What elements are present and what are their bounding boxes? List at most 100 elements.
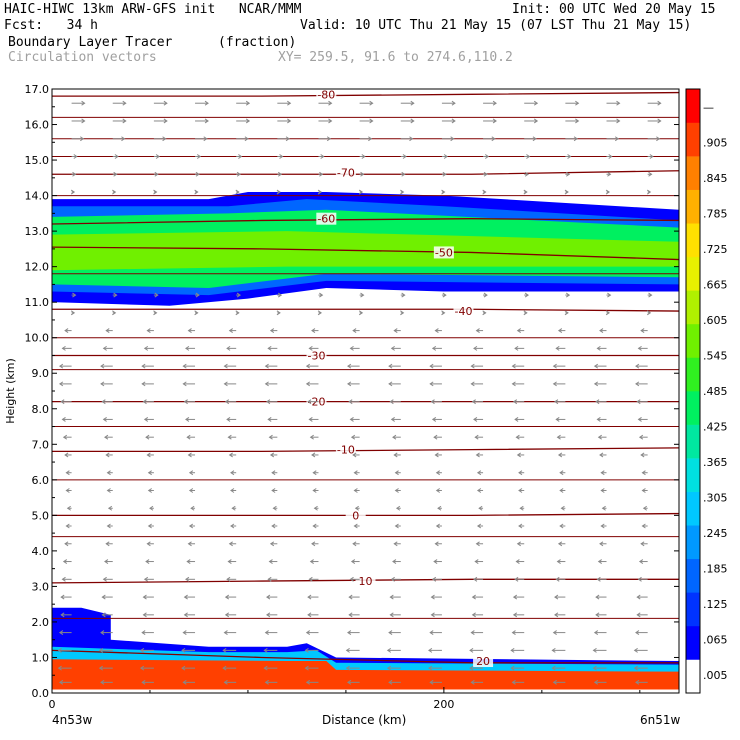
vector-head <box>326 136 332 142</box>
vector-head <box>470 630 475 636</box>
y-tick-label: 14.0 <box>25 190 50 203</box>
colorbar-label: .845 <box>703 172 728 185</box>
vector-head <box>596 576 601 582</box>
vector-head <box>635 363 640 369</box>
vector-head <box>608 154 613 159</box>
vector-head <box>181 665 186 671</box>
vector-head <box>450 136 455 142</box>
vector-head <box>66 505 71 511</box>
vector-head <box>276 189 281 195</box>
vector-head <box>475 452 480 458</box>
vector-head <box>185 576 190 582</box>
vector-head <box>146 328 151 334</box>
vector-head <box>203 136 208 142</box>
vector-head <box>597 434 602 440</box>
vector-head <box>224 612 230 618</box>
vector-head <box>393 541 398 547</box>
vector-head <box>279 154 284 159</box>
vector-head <box>100 381 105 387</box>
vector-head <box>388 630 393 636</box>
vector-head <box>230 523 235 529</box>
vector-head <box>141 679 146 685</box>
vector-head <box>601 505 606 511</box>
vector-head <box>641 470 646 476</box>
y-tick-label: 1.0 <box>32 651 50 664</box>
vector-head <box>146 452 151 458</box>
vector-head <box>226 345 231 351</box>
colorbar-label: .245 <box>703 527 728 540</box>
vector-head <box>636 399 641 405</box>
vector-head <box>163 100 168 106</box>
vector-head <box>347 679 352 685</box>
vector-head <box>592 665 597 671</box>
vector-head <box>646 310 652 316</box>
vector-head <box>264 630 269 636</box>
vector-head <box>61 417 66 422</box>
vector-head <box>429 630 434 636</box>
vector-head <box>62 434 68 440</box>
vector-head <box>430 399 435 405</box>
vector-head <box>401 292 406 298</box>
vector-head <box>614 136 620 142</box>
vector-head <box>105 452 110 458</box>
y-tick-label: 2.0 <box>32 616 50 629</box>
vector-head <box>392 434 397 440</box>
vector-head <box>186 434 191 440</box>
vector-head <box>434 541 439 547</box>
colorbar-label: .605 <box>703 314 728 327</box>
vector-head <box>307 612 312 618</box>
isotherm-line <box>52 512 680 517</box>
vector-head <box>511 679 516 685</box>
vector-head <box>350 559 356 564</box>
vector-head <box>121 136 126 142</box>
vector-head <box>223 363 228 369</box>
vector-head <box>434 328 439 334</box>
vector-head <box>122 118 127 124</box>
vector-head <box>348 594 353 600</box>
vector-head <box>441 189 446 195</box>
vector-head <box>510 665 515 671</box>
vector-head <box>390 345 395 351</box>
vector-head <box>641 488 646 493</box>
vector-head <box>597 559 602 564</box>
vector-head <box>319 292 324 298</box>
vector-head <box>429 363 434 369</box>
vector-head <box>400 189 405 195</box>
vector-head <box>533 118 539 124</box>
isotherm-line <box>52 308 680 312</box>
vector-head <box>636 594 641 600</box>
vector-head <box>195 292 200 298</box>
vector-head <box>593 381 599 387</box>
vector-head <box>519 505 524 511</box>
vector-head <box>392 559 397 564</box>
vector-head <box>226 576 231 582</box>
vector-head <box>328 118 333 124</box>
vector-head <box>475 541 480 547</box>
isotherm-line <box>52 170 680 175</box>
y-tick-label: 10.0 <box>25 332 50 345</box>
vector-head <box>388 363 393 369</box>
vector-head <box>429 679 434 685</box>
vector-head <box>512 594 518 600</box>
vector-head <box>510 647 515 653</box>
vector-head <box>305 363 311 369</box>
vector-head <box>471 399 476 405</box>
vector-head <box>478 505 483 511</box>
vector-head <box>149 505 154 511</box>
y-tick-label: 16.0 <box>25 119 50 132</box>
vector-head <box>266 594 271 600</box>
vector-head <box>64 541 69 547</box>
vector-head <box>60 612 65 618</box>
colorbar-label: .905 <box>703 136 728 149</box>
vector-head <box>557 452 563 458</box>
colorbar-label: — <box>703 101 714 114</box>
vector-head <box>514 576 519 582</box>
vector-head <box>58 679 64 685</box>
vector-head <box>635 381 640 387</box>
vector-head <box>515 559 520 564</box>
vector-head <box>401 171 406 177</box>
vector-head <box>386 647 392 653</box>
vector-head <box>345 647 350 653</box>
colorbar-swatch <box>686 256 700 291</box>
vector-head <box>154 292 159 298</box>
